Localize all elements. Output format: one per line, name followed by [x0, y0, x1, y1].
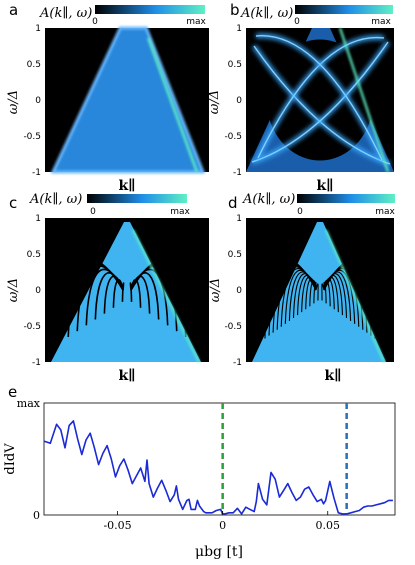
- y-tick-label: -1: [233, 358, 242, 368]
- colorbar-min-label: 0: [297, 207, 303, 217]
- y-tick-label: 0.5: [228, 250, 242, 260]
- gap-region: [266, 39, 374, 161]
- y-ticks: 1 0.5 0 -0.5 -1: [224, 214, 242, 368]
- colorbar: [297, 194, 395, 203]
- y-axis-label: ω/Δ: [6, 90, 21, 114]
- fringe-line: [323, 257, 384, 345]
- y-tick-label: 0.5: [228, 60, 242, 70]
- spectral-wedge: [53, 28, 203, 172]
- panel-e: e -0.05 0 0.05 0 max dIdV μbg [t]: [3, 383, 396, 560]
- x-ticks: -0.05 0 0.05: [103, 511, 340, 532]
- colorbar-min-label: 0: [92, 17, 98, 27]
- y-ticks: 0 max: [17, 397, 41, 522]
- y-tick-label: -1: [32, 168, 41, 178]
- dispersion-branch-core: [255, 35, 383, 161]
- y-tick-label: -0.5: [224, 132, 242, 142]
- panel-d: d A(k∥, ω) 0 max 1 0.5 0 -0.5 -1 ω/Δ k∥: [208, 192, 395, 384]
- y-tick-label: -1: [32, 358, 41, 368]
- y-tick-label: -0.5: [224, 322, 242, 332]
- bright-edge: [147, 37, 199, 173]
- y-tick-label: -1: [233, 168, 242, 178]
- x-tick-label: 0.05: [315, 519, 340, 532]
- y-tick-label: 0.5: [27, 60, 41, 70]
- fringe-line: [130, 258, 196, 343]
- panel-letter: a: [9, 1, 18, 19]
- colorbar: [87, 194, 187, 203]
- x-axis-label-text: μbg [t]: [195, 544, 243, 560]
- y-tick-label: 1: [35, 214, 41, 224]
- y-axis-label: ω/Δ: [207, 90, 222, 114]
- y-axis-label: ω/Δ: [208, 278, 223, 302]
- x-tick-label: -0.05: [103, 519, 131, 532]
- y-ticks: 1 0.5 0 -0.5 -1: [23, 214, 41, 368]
- fringe-line: [256, 257, 317, 345]
- colorbar-min-label: 0: [90, 207, 96, 217]
- dispersion-branch-core: [251, 41, 389, 163]
- y-tick-label: 0: [35, 96, 41, 106]
- colorbar-title: A(k∥, ω): [29, 192, 82, 207]
- colorbar: [295, 5, 393, 14]
- y-tick-label: -0.5: [23, 132, 41, 142]
- colorbar-max-label: max: [371, 17, 391, 27]
- bright-edge: [325, 229, 385, 363]
- colorbar-min-label: 0: [294, 17, 300, 27]
- x-tick-label: 0: [219, 519, 226, 532]
- panel-letter: e: [8, 383, 17, 401]
- panel-b: b A(k∥, ω) 0 max 1 0.5 0 -0.5 -1 ω/Δ k∥: [207, 1, 394, 194]
- bright-edge: [132, 229, 200, 363]
- panel-a: a A(k∥, ω) 0 max 1 0.5 0 -0.5 -1 ω/Δ k∥: [6, 1, 209, 194]
- colorbar-title: A(k∥, ω): [242, 192, 295, 207]
- y-ticks: 1 0.5 0 -0.5 -1: [224, 24, 242, 178]
- wedge-edge: [50, 26, 206, 174]
- line-series: [43, 420, 393, 515]
- fringe-line: [58, 258, 124, 343]
- y-tick-label: 0: [236, 286, 242, 296]
- colorbar-max-label: max: [375, 207, 395, 217]
- heatmap: [45, 26, 209, 174]
- y-tick-label: -0.5: [23, 322, 41, 332]
- y-axis-label: ω/Δ: [6, 278, 21, 302]
- y-tick-label: max: [17, 397, 41, 410]
- y-tick-label: 1: [236, 214, 242, 224]
- x-axis-label: k∥: [324, 368, 341, 384]
- heatmap: [246, 27, 394, 173]
- plot-frame: [43, 402, 396, 516]
- y-tick-label: 0: [33, 509, 40, 522]
- y-ticks: 1 0.5 0 -0.5 -1: [23, 24, 41, 178]
- x-axis-label: k∥: [118, 178, 135, 194]
- heatmap: [246, 218, 394, 363]
- fringe-line: [121, 282, 125, 302]
- panel-letter: b: [230, 1, 240, 19]
- y-axis-label: dIdV: [3, 443, 18, 475]
- colorbar-max-label: max: [170, 207, 190, 217]
- y-tick-label: 0: [236, 96, 242, 106]
- series-line: [43, 420, 393, 515]
- vlines: [221, 403, 348, 515]
- x-axis-label: k∥: [316, 178, 333, 194]
- heatmap: [45, 218, 209, 363]
- y-tick-label: 1: [35, 24, 41, 34]
- y-tick-label: 0: [35, 286, 41, 296]
- bright-edge: [338, 27, 390, 173]
- y-tick-label: 1: [236, 24, 242, 34]
- panel-letter: c: [9, 194, 17, 212]
- colorbar-title: A(k∥, ω): [39, 6, 92, 21]
- colorbar: [95, 5, 205, 14]
- colorbar-title: A(k∥, ω): [240, 6, 293, 21]
- fringe-line: [129, 282, 133, 302]
- colorbar-max-label: max: [186, 17, 206, 27]
- panel-letter: d: [228, 194, 238, 212]
- y-tick-label: 0.5: [27, 250, 41, 260]
- panel-c: c A(k∥, ω) 0 max 1 0.5 0 -0.5 -1 ω/Δ k∥: [6, 192, 209, 384]
- x-axis-label: k∥: [118, 368, 135, 384]
- x-axis-label: μbg [t]: [195, 544, 243, 560]
